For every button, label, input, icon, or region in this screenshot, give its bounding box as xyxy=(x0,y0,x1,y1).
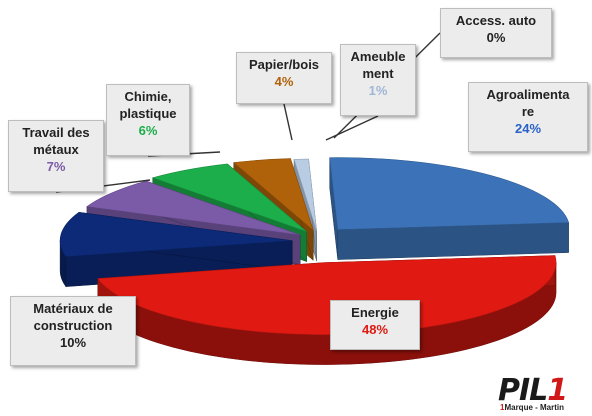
slice-label-line: Energie xyxy=(351,305,399,320)
slice-label-line: métaux xyxy=(33,142,79,157)
pie-slice-energie xyxy=(97,255,557,365)
slice-label-line: Travail des xyxy=(22,125,90,140)
leader-line-ameublement xyxy=(325,115,379,141)
slice-percent-label: 4% xyxy=(274,74,294,89)
slice-label-line: Access. auto xyxy=(455,13,537,28)
callout-materiaux-construction: Matériaux de construction 10% xyxy=(10,296,136,366)
callout-energie: Energie 48% xyxy=(330,300,420,350)
slice-percent-label: 7% xyxy=(46,159,66,174)
slice-label-line: Agroalimenta xyxy=(486,87,570,102)
slice-label-line: Matériaux de xyxy=(33,301,113,316)
slice-percent-label: 0% xyxy=(486,30,506,45)
callout-papier-bois: Papier/bois 4% xyxy=(236,52,332,104)
slice-label-line: Papier/bois xyxy=(248,57,320,72)
brand-logo-subtitle: 1Marque - Martin xyxy=(500,403,565,412)
pie-slice-materiaux-construction xyxy=(59,212,293,288)
slice-label-line: Ameuble xyxy=(350,49,406,64)
slice-percent-label: 10% xyxy=(59,335,87,350)
slice-percent-label: 6% xyxy=(138,123,158,138)
leader-line-papier-bois xyxy=(283,103,293,141)
slice-percent-label: 1% xyxy=(368,83,388,98)
callout-agroalimentaire: Agroalimenta re 24% xyxy=(468,82,588,152)
callout-access-auto: Access. auto 0% xyxy=(440,8,552,58)
brand-logo-mark: PIL1 xyxy=(498,373,568,408)
slice-label-line: re xyxy=(521,104,535,119)
slice-label-line: construction xyxy=(33,318,113,333)
slice-label-line: plastique xyxy=(119,106,177,121)
slice-label-line: Chimie, xyxy=(124,89,172,104)
pie-slice-agroalimentaire xyxy=(329,157,570,260)
brand-logo: PIL1 1Marque - Martin xyxy=(498,376,588,414)
slice-label-line: ment xyxy=(362,66,394,81)
slice-percent-label: 24% xyxy=(514,121,542,136)
callout-ameublement: Ameuble ment 1% xyxy=(340,44,416,116)
callout-travail-metaux: Travail des métaux 7% xyxy=(8,120,104,192)
slice-percent-label: 48% xyxy=(361,322,389,337)
callout-chimie-plastique: Chimie, plastique 6% xyxy=(106,84,190,156)
